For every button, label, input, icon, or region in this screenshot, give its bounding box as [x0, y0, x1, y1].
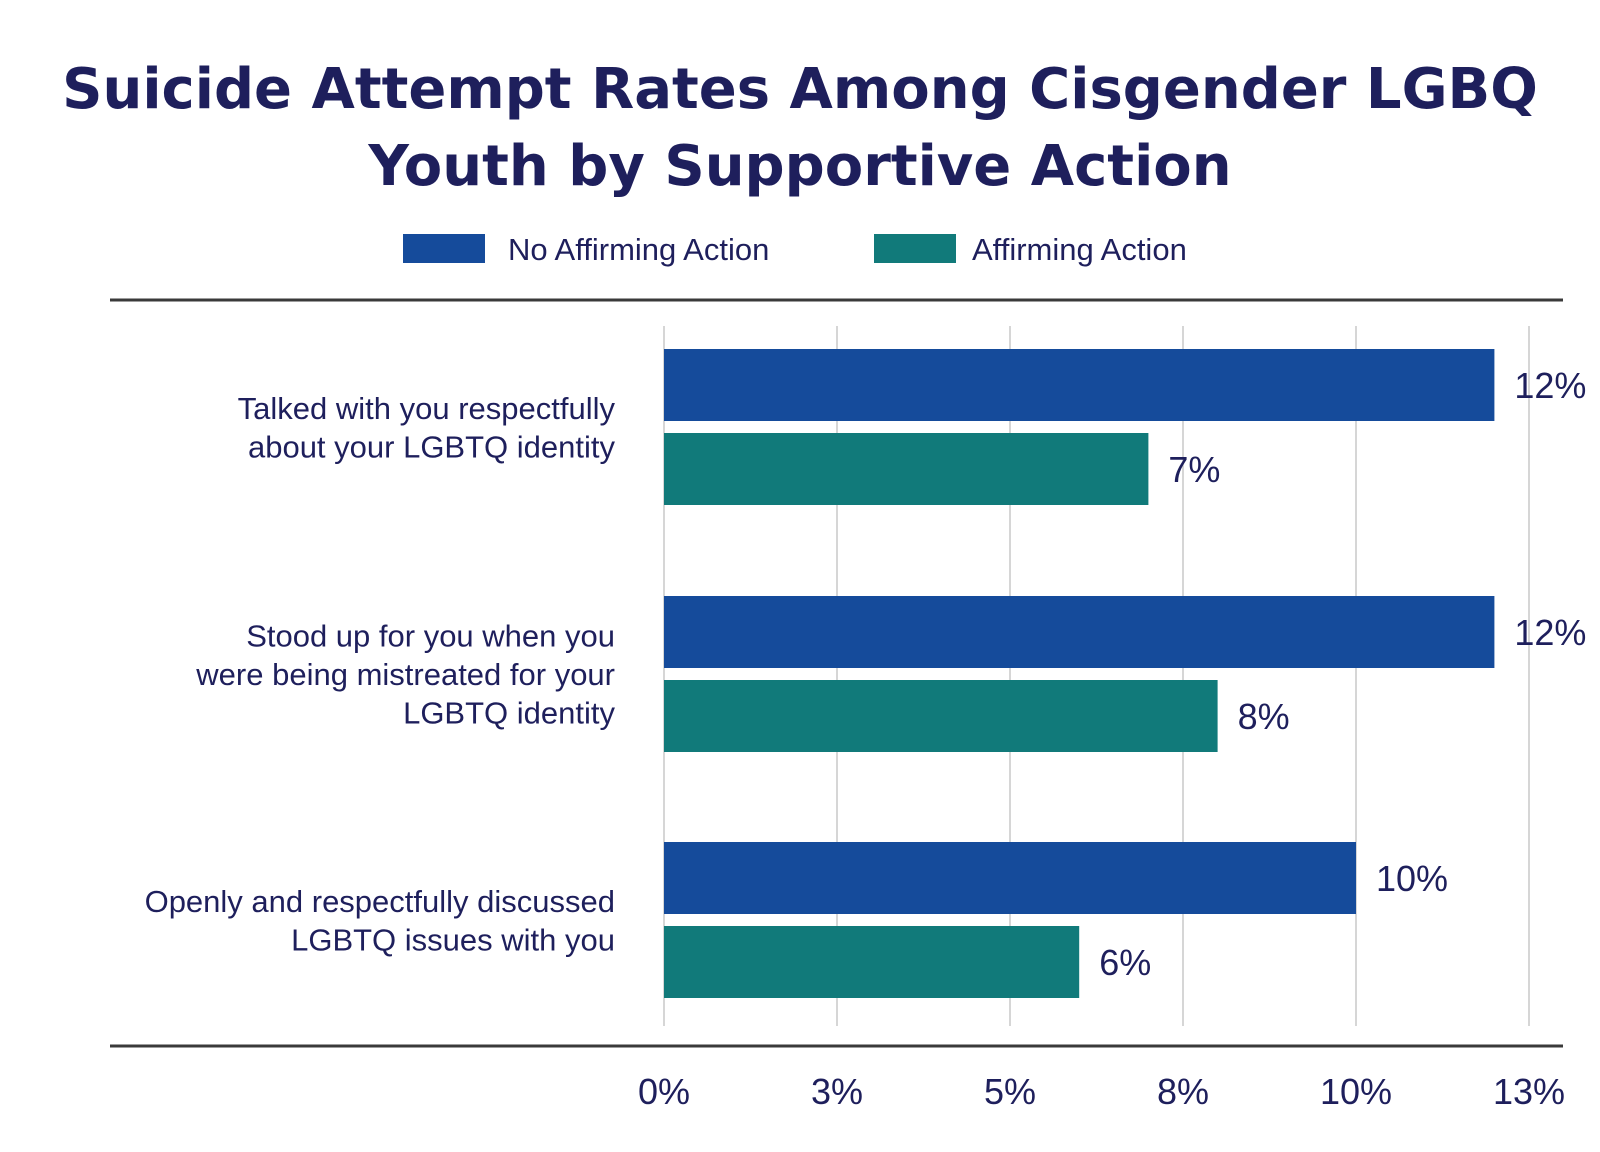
x-tick-label: 3% [811, 1071, 863, 1112]
chart-title-line: Youth by Supportive Action [367, 134, 1231, 199]
category-label: Talked with you respectfully [238, 391, 616, 426]
x-tick-label: 10% [1320, 1071, 1392, 1112]
bar [664, 680, 1218, 752]
data-label: 12% [1514, 365, 1586, 406]
category-label: Stood up for you when you [246, 619, 615, 654]
category-label: about your LGBTQ identity [248, 429, 616, 464]
data-label: 12% [1514, 612, 1586, 653]
category-label: LGBTQ identity [403, 696, 615, 731]
x-tick-label: 5% [984, 1071, 1036, 1112]
legend-swatch [403, 234, 485, 263]
legend-swatch [874, 234, 956, 263]
data-label: 7% [1168, 449, 1220, 490]
data-label: 8% [1238, 696, 1290, 737]
x-tick-label: 0% [638, 1071, 690, 1112]
bar [664, 842, 1356, 914]
data-label: 6% [1099, 942, 1151, 983]
legend-label: No Affirming Action [508, 232, 769, 267]
data-label: 10% [1376, 858, 1448, 899]
legend-label: Affirming Action [972, 232, 1187, 267]
bar [664, 349, 1495, 421]
x-tick-label: 13% [1493, 1071, 1565, 1112]
category-label: were being mistreated for your [195, 657, 615, 692]
category-label: Openly and respectfully discussed [145, 884, 615, 919]
bar [664, 596, 1495, 668]
x-tick-label: 8% [1157, 1071, 1209, 1112]
category-label: LGBTQ issues with you [291, 922, 615, 957]
bar [664, 926, 1080, 998]
chart-title-line: Suicide Attempt Rates Among Cisgender LG… [62, 57, 1538, 122]
bar [664, 433, 1149, 505]
